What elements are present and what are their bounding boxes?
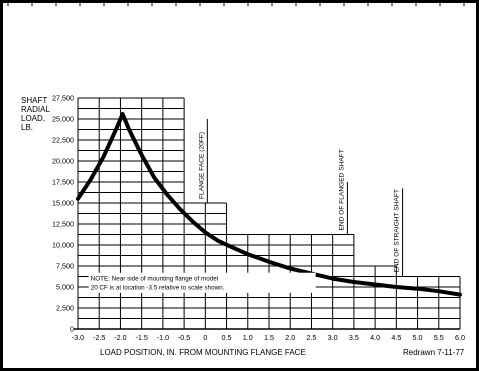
y-tick-label: 15,000 <box>52 199 74 208</box>
y-tick-label: 27,500 <box>52 94 74 103</box>
y-tick-label: 22,500 <box>52 136 74 145</box>
x-tick-label: -1.5 <box>135 333 147 342</box>
note-box: NOTE: Near side of mounting flange of mo… <box>88 272 316 293</box>
redrawn-date: Redrawn 7-11-77 <box>403 348 465 357</box>
y-tick-label: 2,500 <box>56 304 74 313</box>
x-tick-label: -0.5 <box>178 333 190 342</box>
y-axis-label-line: LB. <box>21 123 34 132</box>
x-axis-label: LOAD POSITION, IN. FROM MOUNTING FLANGE … <box>100 348 306 357</box>
x-tick-label: 4.0 <box>370 333 380 342</box>
x-tick-label: -3.0 <box>72 333 84 342</box>
x-tick-label: 3.0 <box>328 333 338 342</box>
annotation-label: END OF STRAIGHT SHAFT <box>394 189 401 272</box>
annotation-label: END OF FLANGED SHAFT <box>338 149 345 230</box>
load-curve <box>76 112 462 297</box>
chart-grid <box>74 97 461 330</box>
x-tick-label: -2.5 <box>93 333 105 342</box>
border-top-ticks <box>7 2 465 6</box>
x-tick-label: -2.0 <box>114 333 126 342</box>
x-tick-label: 6.0 <box>455 333 465 342</box>
y-tick-label: 17,500 <box>52 178 74 187</box>
y-axis-label-line: SHAFT <box>21 96 48 105</box>
note-line-1: NOTE: Near side of mounting flange of mo… <box>91 275 218 282</box>
annotation-label: FLANGE FACE (20FF) <box>198 132 205 199</box>
y-axis-label-line: RADIAL <box>21 105 50 114</box>
x-tick-label: 4.5 <box>391 333 401 342</box>
x-tick-label: 0 <box>203 333 207 342</box>
x-tick-label: 1.5 <box>264 333 274 342</box>
x-tick-label: 5.0 <box>413 333 423 342</box>
y-tick-label: 5,000 <box>56 283 74 292</box>
x-tick-labels: -3.0 -2.5 -2.0 -1.5 -1.0 -0.5 0 0.5 1.0 1.5 2.0 2.5… <box>72 333 465 342</box>
note-line-2: 20 CF is at location -3.5 relative to sc… <box>91 285 225 292</box>
y-tick-label: 0 <box>70 325 74 334</box>
y-tick-label: 12,500 <box>52 220 74 229</box>
x-tick-label: 1.0 <box>243 333 253 342</box>
x-tick-label: 0.5 <box>222 333 232 342</box>
x-tick-label: -1.0 <box>157 333 169 342</box>
y-tick-labels: 0 2,500 5,000 7,500 10,000 12,500 15,000 17,500… <box>52 94 74 334</box>
x-tick-label: 3.5 <box>349 333 359 342</box>
x-tick-label: 5.5 <box>434 333 444 342</box>
x-tick-label: 2.0 <box>285 333 295 342</box>
y-axis-label: SHAFT RADIAL LOAD, LB. <box>21 96 65 132</box>
y-tick-label: 25,000 <box>52 115 74 124</box>
annotations: FLANGE FACE (20FF) END OF FLANGED SHAFT EN… <box>198 119 404 277</box>
y-axis-label-line: LOAD, <box>21 114 46 123</box>
y-tick-label: 7,500 <box>56 262 74 271</box>
x-tick-label: 2.5 <box>306 333 316 342</box>
y-tick-label: 20,000 <box>52 157 74 166</box>
y-tick-label: 10,000 <box>52 241 74 250</box>
